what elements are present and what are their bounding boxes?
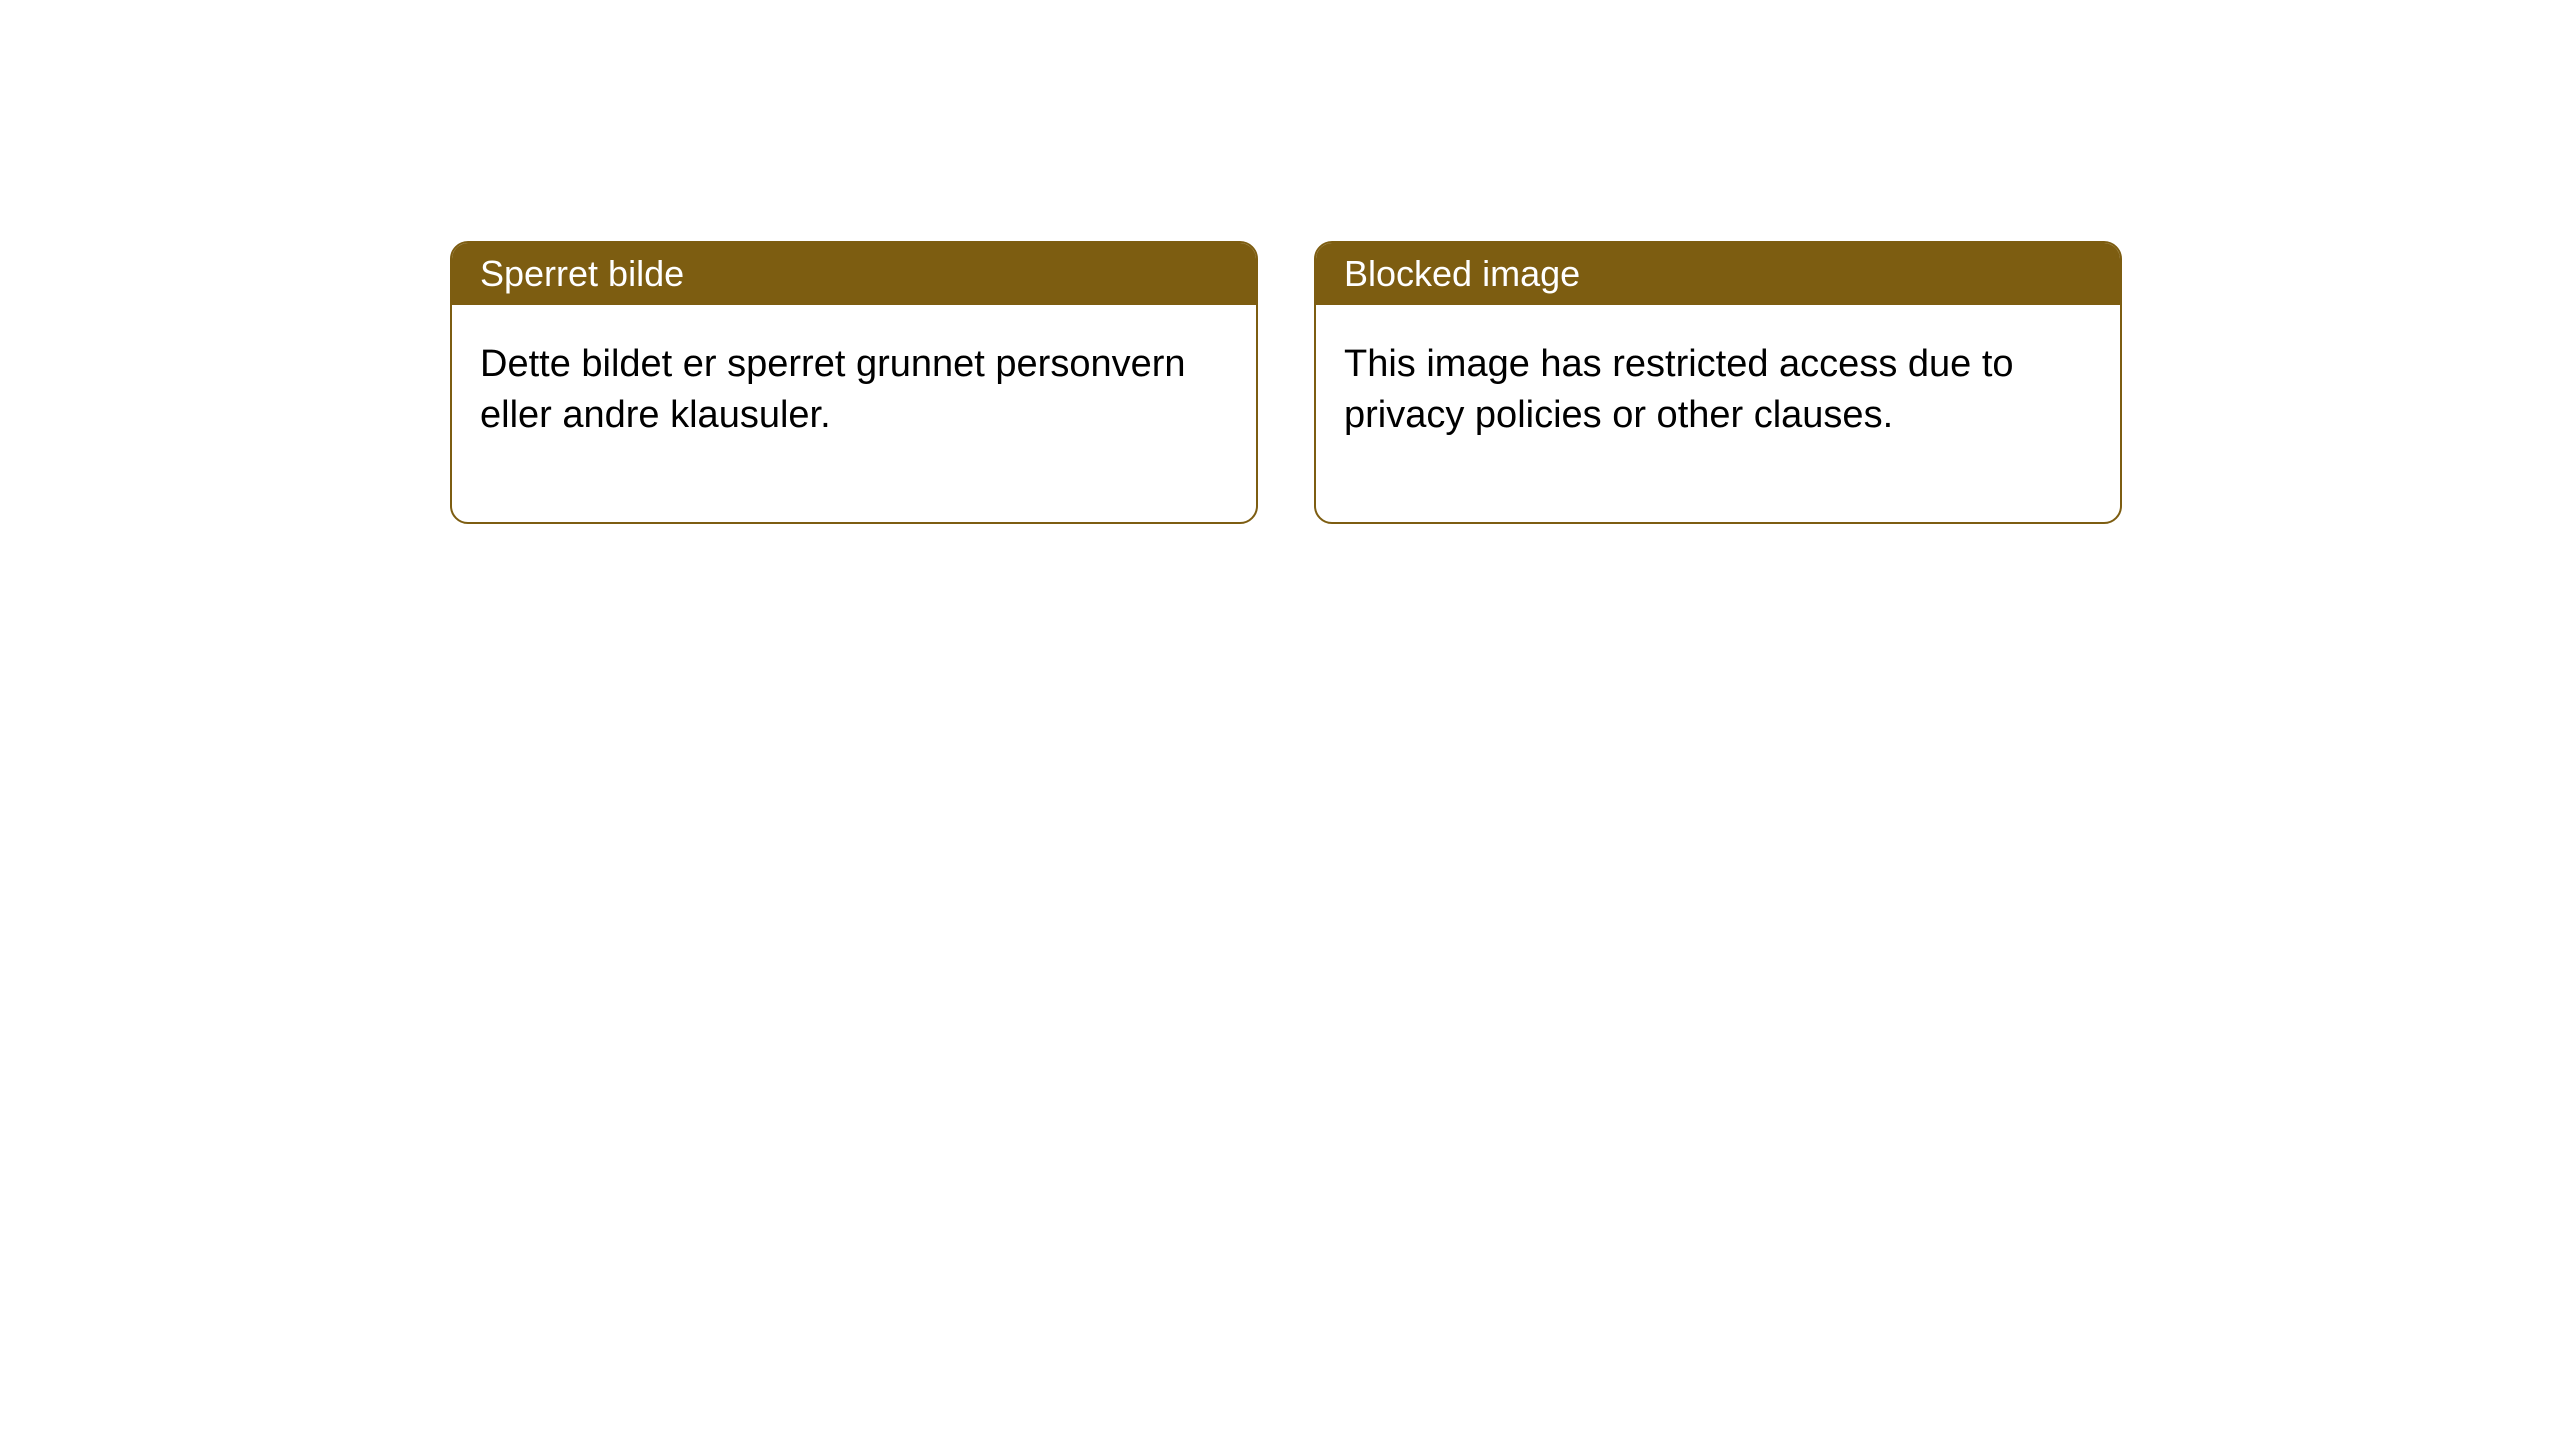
notice-card-english: Blocked image This image has restricted … — [1314, 241, 2122, 524]
notice-card-norwegian: Sperret bilde Dette bildet er sperret gr… — [450, 241, 1258, 524]
notice-container: Sperret bilde Dette bildet er sperret gr… — [0, 0, 2560, 524]
notice-body-norwegian: Dette bildet er sperret grunnet personve… — [452, 305, 1256, 522]
notice-body-english: This image has restricted access due to … — [1316, 305, 2120, 522]
notice-header-english: Blocked image — [1316, 243, 2120, 305]
notice-header-norwegian: Sperret bilde — [452, 243, 1256, 305]
